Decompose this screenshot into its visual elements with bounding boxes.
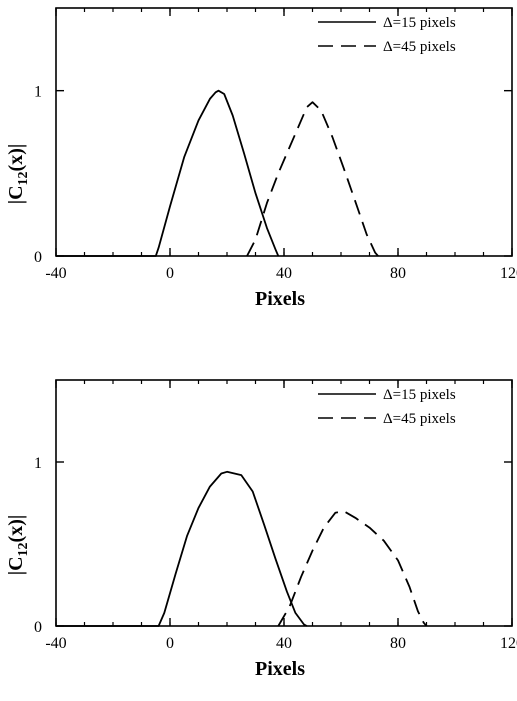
x-tick-label: -40: [45, 635, 66, 652]
series-line-2: [246, 101, 379, 257]
y-axis-title: |C12(x)|: [5, 515, 31, 576]
legend-label-1: Δ=15 pixels: [383, 15, 456, 31]
x-tick-label: 0: [166, 265, 174, 282]
series-line-1: [56, 470, 308, 627]
y-tick-label: 1: [34, 455, 42, 472]
y-tick-label: 0: [34, 249, 42, 266]
x-axis-title: Pixels: [255, 658, 305, 680]
y-axis-title-subscript: 12: [16, 542, 31, 556]
x-tick-label: 40: [276, 635, 292, 652]
y-axis-title-tail: (x)|: [5, 515, 27, 543]
x-tick-label: 120: [500, 635, 517, 652]
x-tick-label: 0: [166, 635, 174, 652]
y-axis-title-tail: (x)|: [5, 144, 27, 172]
x-tick-label: 40: [276, 265, 292, 282]
legend-label-1: Δ=15 pixels: [383, 387, 456, 403]
chart-panel-2: -400408012001Pixels|C12(x)|Δ=15 pixelsΔ=…: [5, 379, 517, 680]
y-tick-label: 1: [34, 84, 42, 101]
x-tick-label: 120: [500, 265, 517, 282]
series-line-1: [56, 89, 280, 257]
y-axis-title-main: |C: [5, 185, 27, 204]
y-axis-title: |C12(x)|: [5, 144, 31, 205]
y-tick-label: 0: [34, 619, 42, 636]
legend-label-2: Δ=45 pixels: [383, 411, 456, 427]
x-tick-label: 80: [390, 265, 406, 282]
y-axis-title-main: |C: [5, 556, 27, 575]
legend-label-2: Δ=45 pixels: [383, 39, 456, 55]
chart-panel-1: -400408012001Pixels|C12(x)|Δ=15 pixelsΔ=…: [5, 7, 517, 310]
x-tick-label: 80: [390, 635, 406, 652]
y-axis-title-subscript: 12: [16, 171, 31, 185]
x-tick-label: -40: [45, 265, 66, 282]
series-line-2: [277, 510, 428, 627]
x-axis-title: Pixels: [255, 288, 305, 310]
